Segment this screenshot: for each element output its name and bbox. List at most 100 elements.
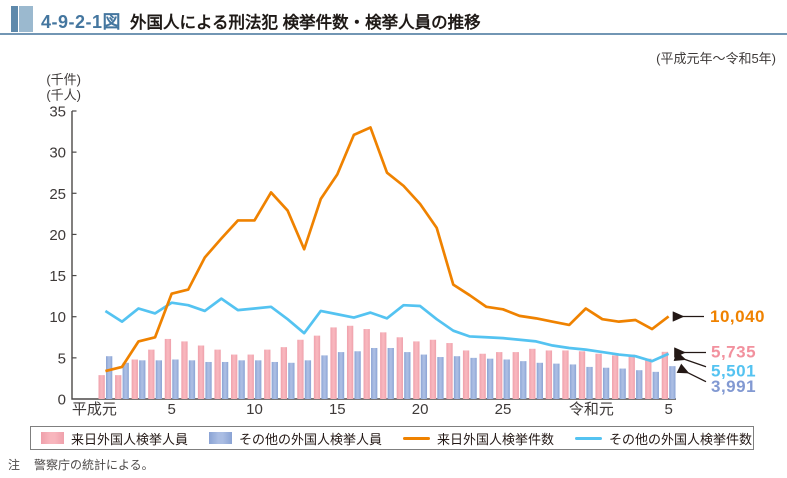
- cyan-line-swatch-icon: [575, 436, 603, 440]
- legend-label: その他の外国人検挙件数: [609, 431, 753, 447]
- bar: [437, 357, 444, 399]
- bar: [669, 366, 676, 399]
- bar: [602, 367, 610, 399]
- y-tick-label: 30: [49, 145, 66, 162]
- blue-bar-swatch-icon: [209, 432, 233, 444]
- note-text: 警察庁の統計による。: [34, 458, 154, 472]
- bar: [231, 354, 238, 399]
- bar: [562, 350, 569, 399]
- bar: [337, 352, 345, 399]
- bar: [545, 350, 553, 399]
- bar: [271, 361, 278, 399]
- annotation-arrow: [673, 351, 707, 368]
- note-prefix: 注: [8, 458, 21, 472]
- y-tick-label: 25: [49, 186, 66, 203]
- bar: [553, 363, 560, 399]
- legend-label: その他の外国人検挙人員: [239, 431, 383, 447]
- legend-item-other-cases: その他の外国人検挙件数: [575, 429, 752, 448]
- title-underline: [0, 33, 787, 35]
- bar: [214, 349, 221, 399]
- x-tick-label: 令和元: [569, 401, 614, 418]
- chart-legend: 来日外国人検挙人員 その他の外国人検挙人員 来日外国人検挙件数 その他の外国人検…: [30, 426, 754, 450]
- bar: [181, 341, 188, 399]
- bar: [387, 347, 394, 399]
- legend-item-visiting-cases: 来日外国人検挙件数: [403, 429, 554, 448]
- figure-number: 4-9-2-1図: [41, 12, 122, 32]
- bar: [122, 362, 129, 399]
- bars-visiting-persons: [98, 325, 669, 399]
- bar: [247, 354, 254, 399]
- bar: [371, 347, 378, 399]
- source-note: 注警察庁の統計による。: [8, 456, 154, 473]
- bar: [453, 356, 461, 399]
- bar: [297, 339, 304, 399]
- title-accent-dark: [11, 6, 18, 32]
- bar: [636, 370, 643, 399]
- bar: [148, 349, 155, 399]
- x-tick-label: 5: [664, 401, 672, 418]
- bar: [404, 352, 411, 399]
- y-tick-label: 20: [49, 227, 66, 244]
- bar: [479, 353, 486, 399]
- y-tick-label: 35: [49, 103, 66, 120]
- bar: [486, 358, 494, 399]
- bar: [569, 364, 577, 399]
- annotation-value: 10,040: [710, 307, 765, 326]
- bars-other-persons: [106, 347, 676, 399]
- y-axis-unit-label: (千人): [46, 88, 81, 103]
- bar: [98, 375, 105, 399]
- y-tick-label: 15: [49, 268, 66, 285]
- x-tick-label: 10: [246, 401, 263, 418]
- bar: [164, 338, 172, 399]
- bar: [363, 329, 370, 399]
- bar: [197, 345, 205, 399]
- annotation-value: 3,991: [711, 377, 756, 396]
- bar: [330, 327, 337, 399]
- annotation-value: 5,735: [711, 343, 756, 362]
- bar: [380, 332, 387, 399]
- period-label: (平成元年～令和5年): [656, 51, 776, 66]
- bar: [578, 351, 586, 399]
- line-visiting-cases: [105, 126, 670, 373]
- bar: [503, 359, 510, 399]
- orange-line-swatch-icon: [403, 436, 431, 440]
- bar: [139, 360, 146, 399]
- bar: [115, 375, 122, 399]
- bar: [536, 362, 543, 399]
- x-tick-label: 15: [329, 401, 346, 418]
- legend-item-other-persons: その他の外国人検挙人員: [209, 429, 382, 448]
- bar: [205, 361, 212, 399]
- bar: [321, 355, 328, 399]
- figure-title: 外国人による刑法犯 検挙件数・検挙人員の推移: [130, 14, 481, 32]
- bar: [288, 362, 295, 399]
- bar: [155, 360, 162, 399]
- bar: [429, 339, 437, 399]
- y-tick-label: 10: [49, 309, 66, 326]
- legend-item-visiting-persons: 来日外国人検挙人員: [41, 429, 188, 448]
- bar: [131, 359, 138, 399]
- bar: [619, 368, 626, 399]
- bar: [496, 352, 503, 399]
- bar: [264, 349, 271, 399]
- bar: [612, 355, 619, 399]
- y-tick-label: 0: [58, 392, 66, 409]
- pink-bar-swatch-icon: [41, 432, 64, 444]
- bar: [255, 360, 262, 399]
- bar: [529, 348, 536, 399]
- title-accent-light: [19, 6, 33, 32]
- x-tick-label: 平成元: [72, 401, 117, 418]
- bar: [346, 325, 354, 399]
- annotation-arrow: [676, 363, 707, 383]
- chart-svg: 0 5 10 15 20 25 30 35 (千件)(千人) 平成元 5 10 15 20 25 令和元 5 10…: [46, 72, 765, 418]
- bar: [238, 360, 245, 399]
- bar: [188, 360, 196, 399]
- x-tick-label: 20: [412, 401, 429, 418]
- bar: [512, 352, 519, 399]
- bar: [304, 360, 312, 399]
- bar: [413, 341, 420, 399]
- bar: [652, 371, 659, 399]
- legend-label: 来日外国人検挙人員: [71, 431, 189, 447]
- bar: [221, 361, 229, 399]
- bar: [645, 358, 652, 399]
